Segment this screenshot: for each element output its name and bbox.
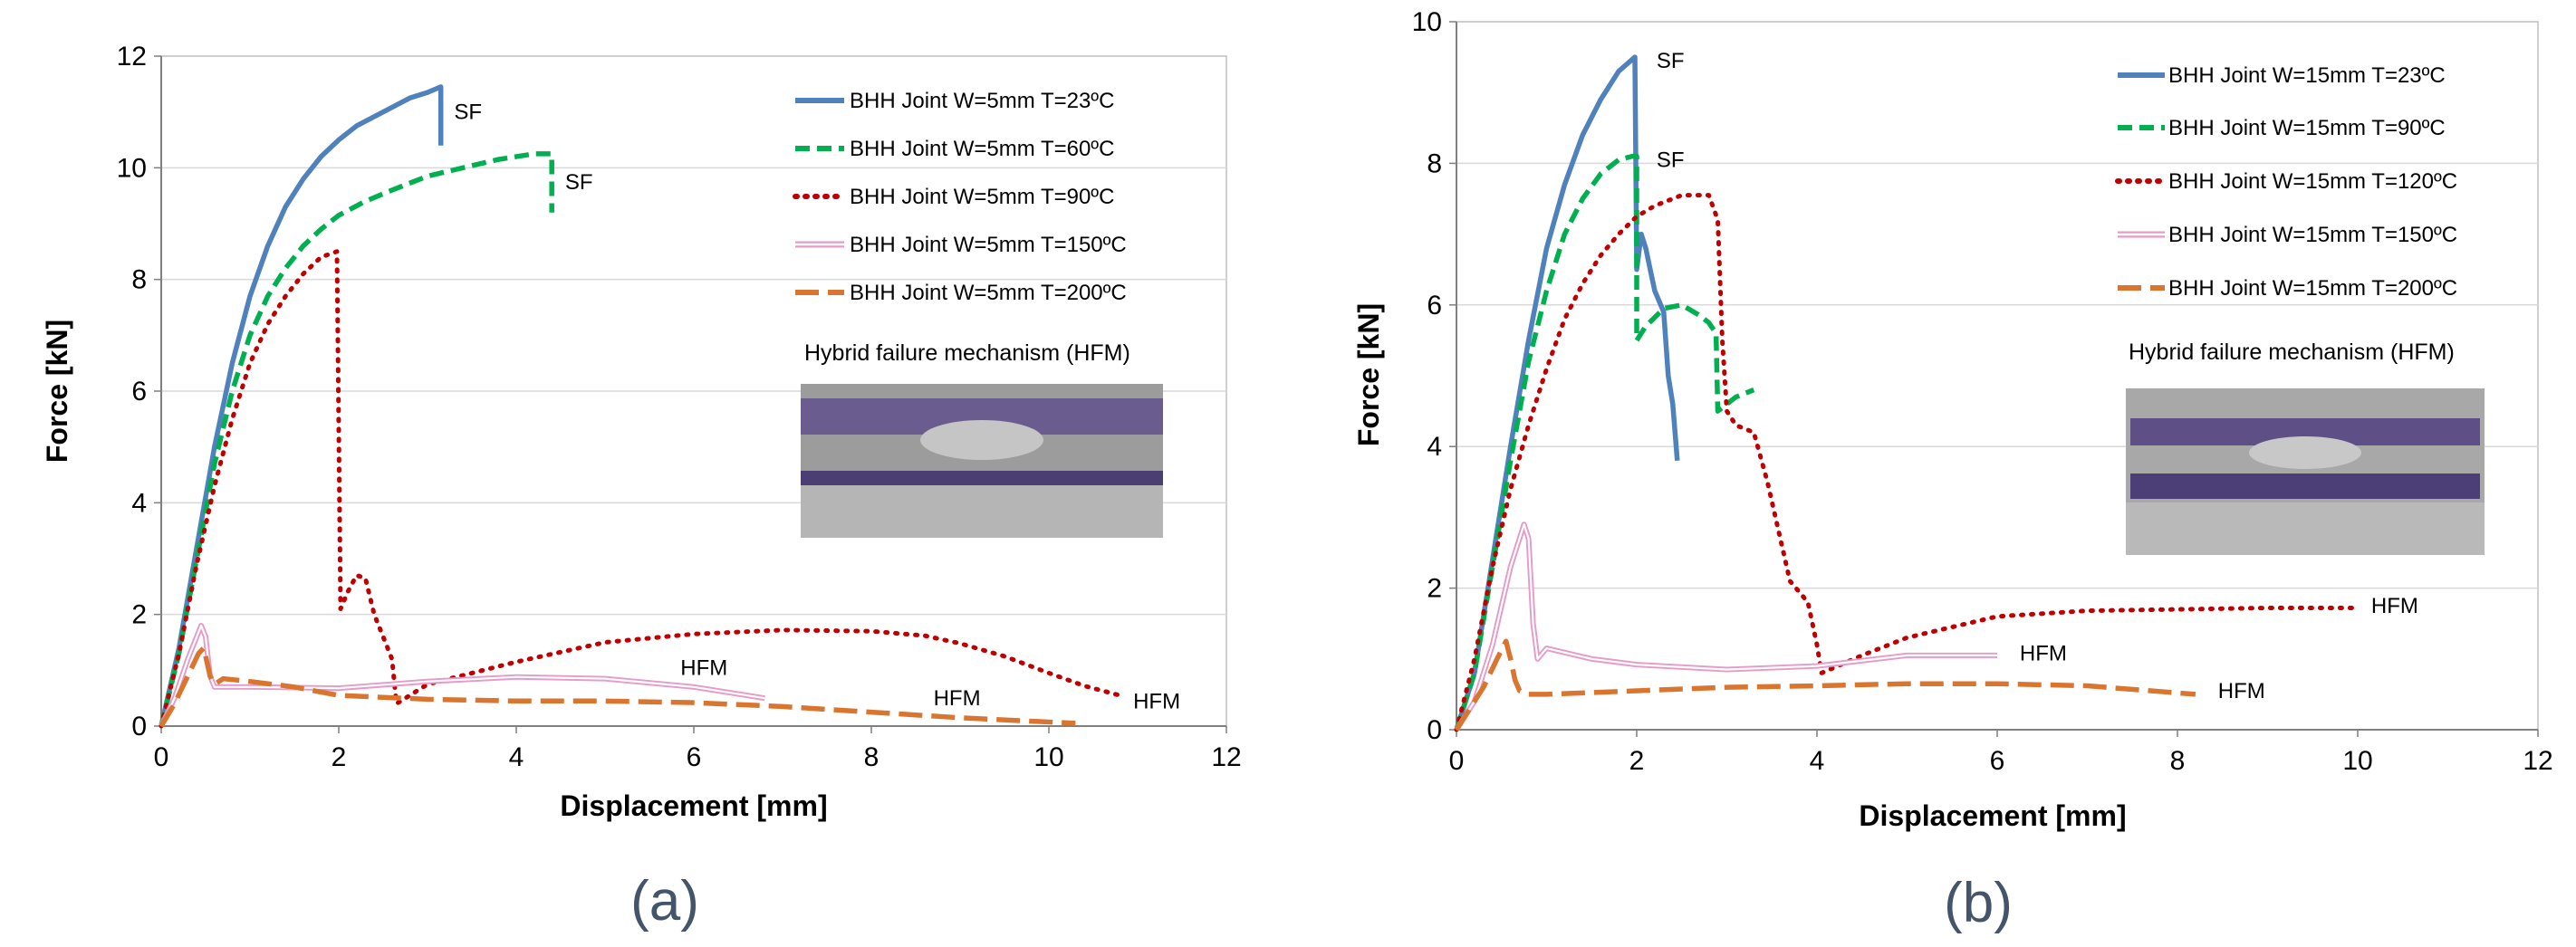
photo-a-caption: Hybrid failure mechanism (HFM) bbox=[804, 340, 1130, 366]
x-tick-label: 12 bbox=[2523, 746, 2552, 776]
y-axis-title-b: Force [kN] bbox=[1352, 303, 1385, 446]
photo-b-bolt bbox=[2249, 436, 2361, 469]
legend-b-label-2: BHH Joint W=15mm T=120ºC bbox=[2168, 169, 2457, 194]
x-tick-label: 12 bbox=[1211, 742, 1241, 772]
x-tick-label: 8 bbox=[864, 742, 879, 772]
legend-b-label-1: BHH Joint W=15mm T=90ºC bbox=[2168, 116, 2446, 140]
legend-b-label-3: BHH Joint W=15mm T=150ºC bbox=[2168, 223, 2457, 247]
annotation-hfm: HFM bbox=[1133, 689, 1180, 713]
y-tick-label: 10 bbox=[1412, 7, 1442, 37]
legend-a: BHH Joint W=5mm T=23ºC BHH Joint W=5mm T… bbox=[795, 89, 1127, 305]
chart-panel-a: 0 2 4 6 8 10 12 0 2 4 6 8 10 12 Hybrid failure mechan… bbox=[41, 42, 1242, 933]
series-line-bhh-joint-w-15mm-t-90-c bbox=[1456, 157, 1754, 730]
x-axis-title-a: Displacement [mm] bbox=[560, 789, 827, 822]
annotation-hfm: HFM bbox=[2371, 594, 2418, 618]
photo-a-base bbox=[801, 485, 1163, 538]
annotation-sf: SF bbox=[1657, 148, 1685, 172]
x-tick-label: 0 bbox=[1449, 746, 1465, 776]
photo-a-plate-bottom bbox=[801, 471, 1163, 485]
legend-a-label-4: BHH Joint W=5mm T=200ºC bbox=[850, 281, 1127, 305]
y-tick-label: 8 bbox=[131, 265, 147, 295]
series-line-bhh-joint-w-15mm-t-23-c bbox=[1456, 57, 1677, 730]
annotation-hfm: HFM bbox=[2218, 679, 2265, 703]
photo-b-plate-bottom bbox=[2130, 474, 2480, 499]
y-tick-label: 0 bbox=[131, 712, 147, 741]
photo-a-bolt bbox=[920, 420, 1043, 460]
legend-b: BHH Joint W=15mm T=23ºC BHH Joint W=15mm… bbox=[2118, 63, 2457, 301]
y-tick-label: 6 bbox=[131, 377, 147, 407]
panel-label-b: (b) bbox=[1944, 872, 2013, 934]
y-tick-label: 4 bbox=[131, 488, 147, 518]
x-tick-label: 6 bbox=[687, 742, 702, 772]
annotation-sf: SF bbox=[1657, 49, 1685, 73]
photo-a bbox=[801, 384, 1163, 538]
annotation-sf: SF bbox=[454, 100, 482, 125]
x-tick-label: 4 bbox=[1810, 746, 1825, 776]
legend-b-label-4: BHH Joint W=15mm T=200ºC bbox=[2168, 276, 2457, 301]
annotation-hfm: HFM bbox=[934, 686, 981, 711]
annotations-b: SF SF HFM HFM HFM bbox=[1657, 49, 2418, 703]
y-axis-title-a: Force [kN] bbox=[41, 320, 73, 463]
y-tick-label: 8 bbox=[1427, 148, 1442, 178]
series-line-bhh-joint-w-5mm-t-60-c bbox=[161, 154, 552, 726]
series-line-bhh-joint-w-15mm-t-150-c-inner bbox=[1456, 524, 1997, 730]
y-tick-label: 6 bbox=[1427, 291, 1442, 320]
legend-a-label-1: BHH Joint W=5mm T=60ºC bbox=[850, 137, 1114, 161]
legend-a-label-0: BHH Joint W=5mm T=23ºC bbox=[850, 89, 1114, 113]
annotation-hfm: HFM bbox=[2020, 642, 2067, 666]
annotation-sf: SF bbox=[565, 170, 593, 195]
legend-a-label-2: BHH Joint W=5mm T=90ºC bbox=[850, 185, 1114, 209]
x-tick-label: 8 bbox=[2170, 746, 2186, 776]
legend-b-label-0: BHH Joint W=15mm T=23ºC bbox=[2168, 63, 2446, 88]
x-tick-label: 4 bbox=[509, 742, 524, 772]
photo-b bbox=[2126, 388, 2485, 555]
x-tick-label: 10 bbox=[1033, 742, 1063, 772]
x-tick-label: 10 bbox=[2342, 746, 2372, 776]
panel-label-a: (a) bbox=[630, 870, 699, 933]
x-tick-label: 2 bbox=[332, 742, 347, 772]
x-axis-title-b: Displacement [mm] bbox=[1859, 799, 2126, 832]
y-tick-label: 2 bbox=[1427, 574, 1442, 604]
x-tick-label: 6 bbox=[1990, 746, 2005, 776]
y-tick-label: 12 bbox=[117, 42, 147, 72]
y-tick-label: 10 bbox=[117, 153, 147, 183]
chart-panel-b: 0 2 4 6 8 10 0 2 4 6 8 10 12 Hybrid failure mechanis… bbox=[1352, 7, 2553, 934]
y-tick-label: 0 bbox=[1427, 715, 1442, 745]
photo-b-caption: Hybrid failure mechanism (HFM) bbox=[2129, 340, 2455, 365]
y-tick-label: 2 bbox=[131, 600, 147, 630]
x-tick-label: 0 bbox=[154, 742, 169, 772]
y-tick-label: 4 bbox=[1427, 432, 1442, 462]
x-tick-label: 2 bbox=[1629, 746, 1645, 776]
photo-b-base bbox=[2126, 502, 2485, 555]
legend-a-label-3: BHH Joint W=5mm T=150ºC bbox=[850, 233, 1127, 257]
annotation-hfm: HFM bbox=[680, 655, 727, 680]
series-line-bhh-joint-w-15mm-t-150-c bbox=[1456, 524, 1997, 730]
